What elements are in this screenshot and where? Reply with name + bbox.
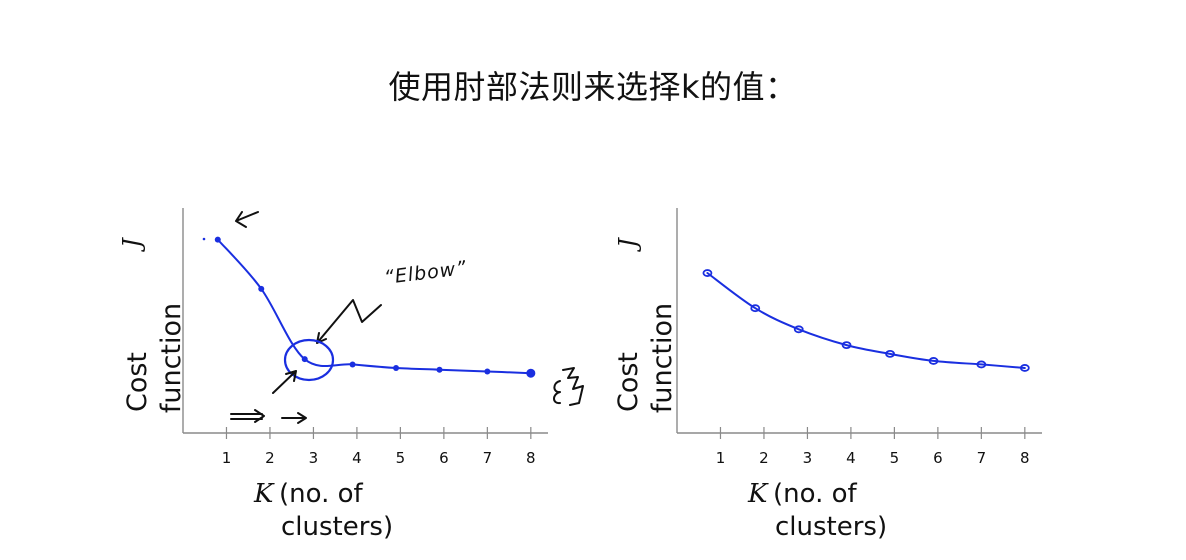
- x-tick-label: 3: [309, 449, 319, 467]
- elbow-circle-icon: [283, 338, 335, 382]
- x-symbol: K: [253, 479, 275, 509]
- data-points: [214, 236, 536, 378]
- arrow-axis-2-icon: [281, 412, 307, 424]
- x-tick-label: 4: [352, 449, 362, 467]
- arrow-top-icon: [235, 211, 259, 228]
- x-tick-label: 6: [933, 449, 943, 467]
- x-tick-label: 2: [265, 449, 275, 467]
- y-label-line1: Cost: [613, 352, 644, 412]
- x-tick-label: 3: [803, 449, 813, 467]
- x-ticks: 1 2 3 4 5 6 7 8: [716, 427, 1030, 467]
- data-point: [702, 269, 713, 277]
- series-line: [706, 272, 1026, 369]
- data-point: [393, 364, 400, 371]
- data-point: [928, 357, 939, 365]
- elbow-chart-right: 1 2 3 4 5 6 7 8 J Cost function K (no. of clust…: [613, 208, 1042, 542]
- x-tick-label: 5: [890, 449, 900, 467]
- x-label-line2: clusters): [281, 512, 393, 542]
- x-tick-label: 8: [1020, 449, 1030, 467]
- arrow-bottom-icon: [272, 370, 297, 394]
- y-label-line1: Cost: [122, 352, 153, 412]
- x-tick-label: 7: [483, 449, 493, 467]
- arrow-axis-1-icon: [230, 409, 265, 423]
- data-point: [349, 361, 356, 368]
- data-point: [1019, 364, 1030, 372]
- data-point: [484, 368, 491, 375]
- x-tick-label: 5: [396, 449, 406, 467]
- data-point: [436, 366, 443, 373]
- data-point: [526, 368, 536, 378]
- x-tick-label: 2: [759, 449, 769, 467]
- x-label-line2: clusters): [775, 512, 887, 542]
- data-point: [258, 285, 265, 292]
- y-symbol: J: [118, 237, 146, 253]
- data-point: [301, 356, 308, 363]
- x-ticks: 1 2 3 4 5 6 7 8: [222, 427, 536, 467]
- squiggle-icon: [553, 367, 584, 406]
- page-title: 使用肘部法则来选择k的值：: [388, 68, 798, 106]
- elbow-annotation: “Elbow”: [383, 257, 468, 289]
- y-label-line2: function: [647, 303, 678, 413]
- data-point: [214, 236, 221, 243]
- x-tick-label: 1: [222, 449, 232, 467]
- y-symbol: J: [614, 237, 642, 253]
- stray-dot: [202, 237, 206, 241]
- x-label-line1: (no. of: [279, 479, 364, 509]
- data-points: [702, 269, 1030, 372]
- elbow-pointer-icon: [316, 299, 382, 344]
- handwritten-annotations: “Elbow”: [202, 211, 584, 424]
- x-label-line1: (no. of: [773, 479, 858, 509]
- data-point: [750, 304, 761, 313]
- x-tick-label: 1: [716, 449, 726, 467]
- data-point: [793, 325, 804, 334]
- y-label-line2: function: [156, 303, 187, 413]
- x-tick-label: 6: [439, 449, 449, 467]
- x-tick-label: 8: [526, 449, 536, 467]
- x-tick-label: 4: [846, 449, 856, 467]
- elbow-chart-left: 1 2 3 4 5 6 7 8 J Cost function K (no. of clust…: [118, 208, 584, 542]
- data-point: [976, 360, 987, 369]
- x-symbol: K: [747, 479, 769, 509]
- x-tick-label: 7: [977, 449, 987, 467]
- series-line: [216, 238, 532, 375]
- data-point: [841, 341, 852, 350]
- data-point: [885, 349, 895, 358]
